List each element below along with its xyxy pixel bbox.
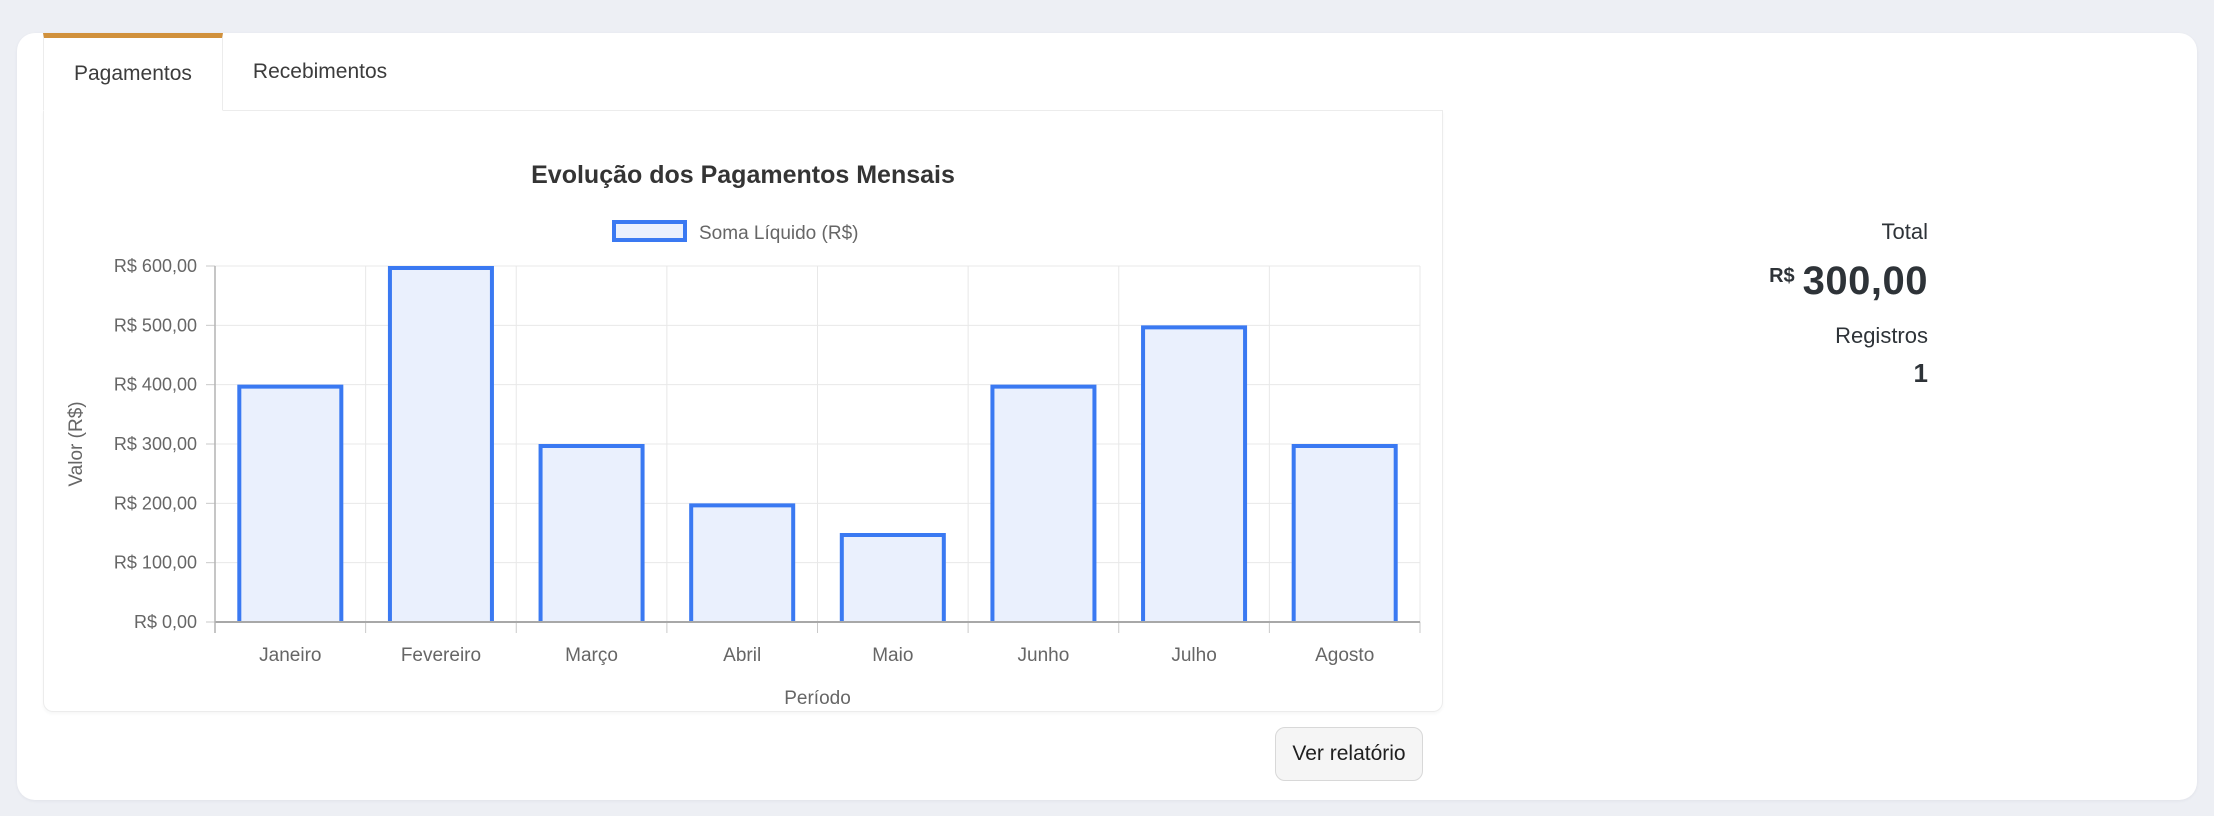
tab-pagamentos-label: Pagamentos bbox=[74, 62, 192, 85]
bar-março[interactable] bbox=[538, 444, 645, 622]
x-tick-label-agosto: Agosto bbox=[1315, 645, 1374, 666]
bar-fill-fevereiro bbox=[387, 266, 494, 622]
summary-block: Total R$ 300,00 Registros 1 bbox=[1769, 217, 1928, 389]
dashboard-card: Pagamentos Recebimentos R$ 0,00 R$ 100,00… bbox=[17, 33, 2197, 800]
y-tick-label: R$ 400,00 bbox=[114, 375, 197, 395]
bar-junho[interactable] bbox=[990, 384, 1097, 622]
registros-value: 1 bbox=[1913, 358, 1928, 388]
registros-label: Registros bbox=[1835, 323, 1928, 348]
bar-fill-agosto bbox=[1291, 444, 1398, 622]
x-tick-label-janeiro: Janeiro bbox=[259, 645, 321, 666]
bar-fill-julho bbox=[1141, 325, 1248, 622]
bar-agosto[interactable] bbox=[1291, 444, 1398, 622]
x-tick-label-junho: Junho bbox=[1018, 645, 1070, 666]
y-tick-label: R$ 500,00 bbox=[114, 315, 197, 335]
x-tick-label-maio: Maio bbox=[872, 645, 913, 666]
x-tick-label-fevereiro: Fevereiro bbox=[401, 645, 481, 666]
ver-relatorio-button[interactable]: Ver relatório bbox=[1275, 727, 1423, 781]
tab-pagamentos[interactable]: Pagamentos bbox=[43, 33, 223, 111]
bar-fill-maio bbox=[839, 533, 946, 622]
bar-fill-abril bbox=[689, 503, 796, 622]
legend-swatch[interactable] bbox=[612, 220, 687, 242]
y-tick-label: R$ 600,00 bbox=[114, 256, 197, 276]
y-tick-label: R$ 0,00 bbox=[134, 612, 197, 632]
x-tick-label-março: Março bbox=[565, 645, 618, 666]
x-axis-title: Período bbox=[784, 688, 851, 709]
payments-panel: Pagamentos Recebimentos R$ 0,00 R$ 100,00… bbox=[43, 33, 1443, 712]
bar-fill-janeiro bbox=[237, 384, 344, 622]
bar-maio[interactable] bbox=[839, 533, 946, 622]
tab-recebimentos[interactable]: Recebimentos bbox=[223, 33, 417, 110]
x-tick-label-abril: Abril bbox=[723, 645, 761, 666]
y-axis-title: Valor (R$) bbox=[66, 401, 87, 486]
tab-content-pagamentos: R$ 0,00 R$ 100,00 R$ 200,00 R$ 300,00 R$ 400… bbox=[43, 111, 1443, 712]
total-label: Total bbox=[1881, 219, 1928, 244]
bar-fill-junho bbox=[990, 384, 1097, 622]
x-tick-label-julho: Julho bbox=[1171, 645, 1216, 666]
y-tick-label: R$ 100,00 bbox=[114, 553, 197, 573]
total-value: R$ 300,00 bbox=[1769, 255, 1928, 311]
tab-recebimentos-label: Recebimentos bbox=[252, 59, 388, 83]
legend-label-soma-liquido[interactable]: Soma Líquido (R$) bbox=[699, 223, 858, 244]
bar-fevereiro[interactable] bbox=[387, 266, 494, 622]
y-tick-label: R$ 300,00 bbox=[114, 434, 197, 454]
bar-fill-março bbox=[538, 444, 645, 622]
bar-abril[interactable] bbox=[689, 503, 796, 622]
y-tick-label: R$ 200,00 bbox=[114, 493, 197, 513]
chart-title: Evolução dos Pagamentos Mensais bbox=[531, 161, 955, 189]
total-amount: 300,00 bbox=[1802, 259, 1928, 303]
payments-bar-chart: R$ 0,00 R$ 100,00 R$ 200,00 R$ 300,00 R$ 400… bbox=[66, 161, 1421, 709]
currency-symbol: R$ bbox=[1769, 265, 1795, 287]
tab-bar: Pagamentos Recebimentos bbox=[43, 33, 1443, 111]
bar-janeiro[interactable] bbox=[237, 384, 344, 622]
bar-julho[interactable] bbox=[1141, 325, 1248, 622]
